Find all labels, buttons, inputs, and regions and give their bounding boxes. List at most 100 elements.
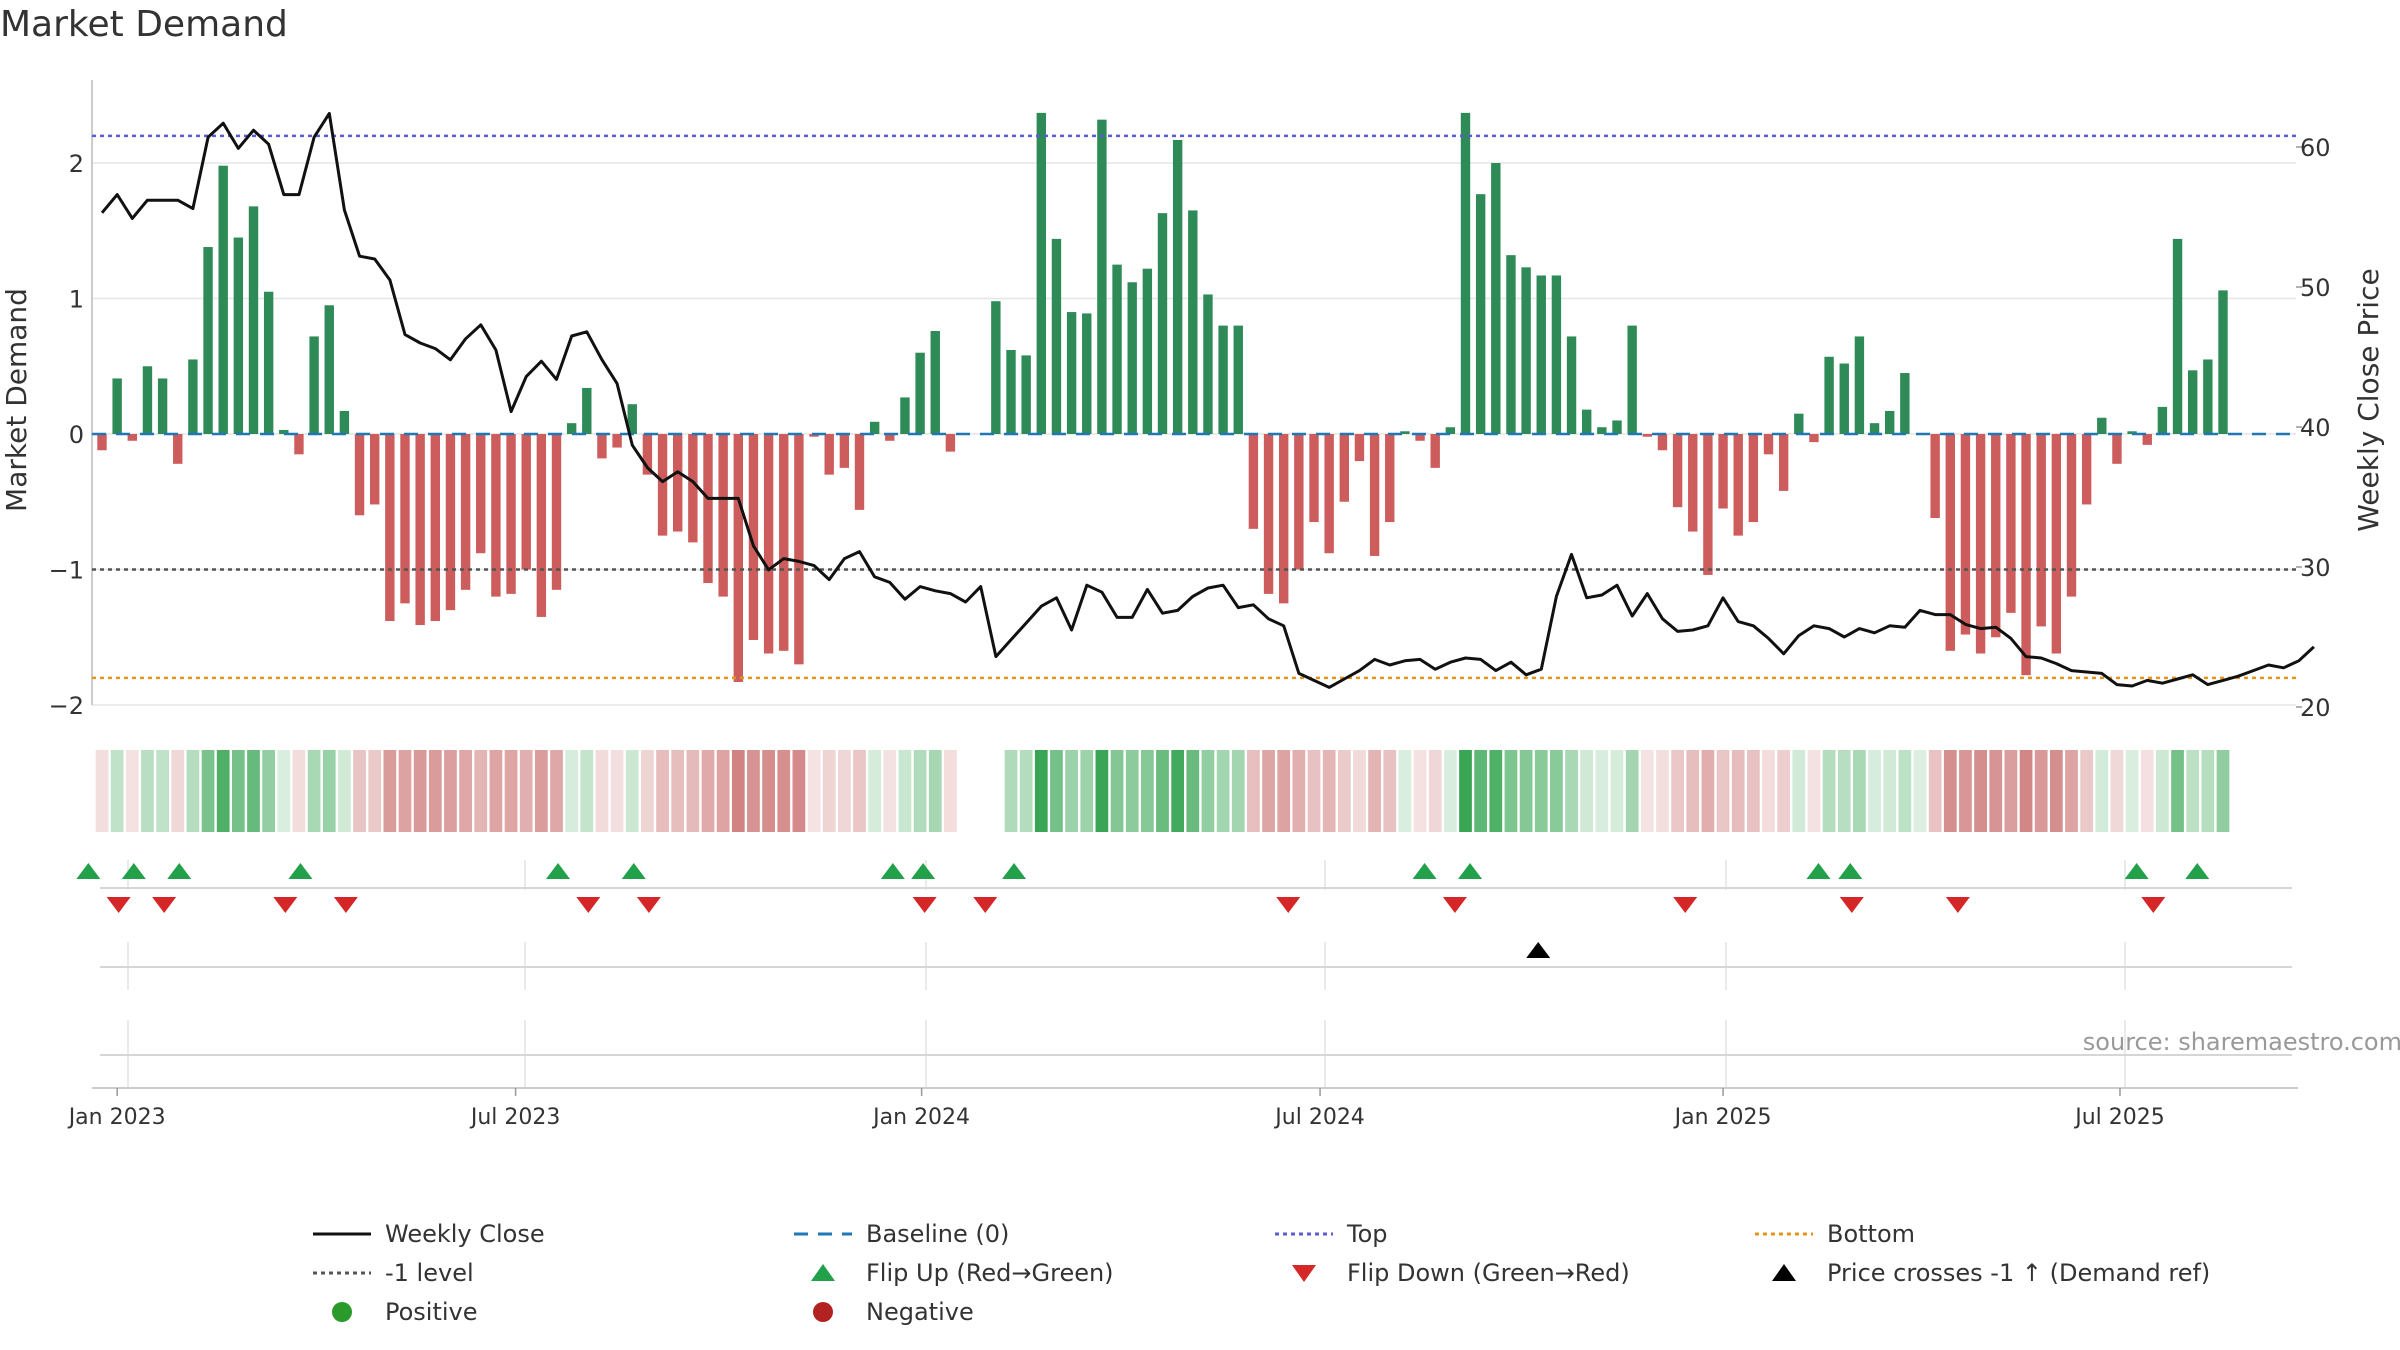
demand-bar <box>142 366 153 434</box>
demand-bar <box>854 434 865 510</box>
legend-label: Negative <box>866 1298 974 1326</box>
flip-down-marker <box>273 897 298 913</box>
demand-bar <box>1536 275 1546 434</box>
heat-cell <box>1625 750 1639 832</box>
heat-cell <box>580 750 594 832</box>
demand-bar <box>1688 434 1698 532</box>
demand-bar <box>1778 434 1789 491</box>
heat-cell <box>1504 750 1518 832</box>
demand-bar <box>445 434 456 611</box>
flip-down-marker <box>1839 897 1864 913</box>
heat-cell <box>1322 750 1336 832</box>
heat-cell <box>1353 750 1366 832</box>
heat-cell <box>2125 750 2139 832</box>
flip-up-marker <box>546 863 571 879</box>
legend-item-minus1-level: -1 level <box>313 1259 474 1287</box>
flip-up-marker <box>288 863 313 879</box>
demand-bar <box>2188 370 2198 434</box>
heat-cell <box>292 750 306 832</box>
heat-cell <box>671 750 685 832</box>
heat-cell <box>747 750 760 832</box>
demand-bar <box>1112 264 1122 434</box>
demand-bar <box>476 434 486 554</box>
heat-cell <box>1413 750 1427 832</box>
demand-bar <box>1703 434 1713 575</box>
source-label: source: sharemaestro.com <box>2083 1028 2400 1056</box>
demand-bar <box>869 421 880 434</box>
demand-bar <box>1021 355 1031 434</box>
demand-bar <box>491 434 501 597</box>
heat-cell <box>1671 750 1684 832</box>
y2-tick-label: 60 <box>2300 134 2331 162</box>
heat-cell <box>1398 750 1412 832</box>
heat-cell <box>322 750 336 832</box>
flip-up-marker <box>880 863 905 879</box>
demand-bar <box>354 434 365 516</box>
demand-bar <box>703 434 713 584</box>
heat-cell <box>1519 750 1533 832</box>
heat-cell <box>2201 750 2215 832</box>
demand-bar <box>2127 431 2137 434</box>
y-tick-label: −1 <box>49 557 84 585</box>
heat-cell <box>1307 750 1321 832</box>
flip-down-marker <box>636 897 661 913</box>
heat-cell <box>1019 750 1033 832</box>
demand-bar <box>370 434 380 505</box>
line-dash-icon <box>794 1222 852 1246</box>
heat-cell <box>1201 750 1215 832</box>
heat-cell <box>2156 750 2169 832</box>
y-tick-label: 0 <box>69 421 84 449</box>
demand-bar <box>2021 434 2031 676</box>
demand-bar <box>809 434 819 437</box>
heat-cell <box>428 750 442 832</box>
heat-cell <box>1762 750 1775 832</box>
demand-bar <box>415 434 425 626</box>
demand-bar <box>173 434 183 464</box>
heat-cell <box>595 750 609 832</box>
demand-bar <box>521 434 531 570</box>
flip-up-marker <box>2185 863 2210 879</box>
dot-red-icon <box>794 1300 852 1324</box>
demand-bar <box>1521 267 1531 434</box>
heat-cell <box>1565 750 1578 832</box>
heat-cell <box>171 750 185 832</box>
heat-cell <box>1731 750 1745 832</box>
heat-cell <box>459 750 472 832</box>
heat-cell <box>822 750 836 832</box>
heat-cell <box>944 750 957 832</box>
heat-cell <box>853 750 866 832</box>
heat-cell <box>550 750 563 832</box>
line-dot-level-icon <box>313 1261 371 1285</box>
demand-bar <box>1809 434 1819 443</box>
x-tick-label: Jul 2024 <box>1273 1105 1365 1130</box>
demand-bar <box>1385 434 1395 523</box>
demand-bar <box>1279 434 1289 604</box>
heat-cell <box>1110 750 1124 832</box>
triangle-up-green-icon <box>794 1261 852 1285</box>
legend-item-positive: Positive <box>313 1298 478 1326</box>
demand-bar <box>112 378 122 434</box>
demand-bar <box>1097 119 1107 434</box>
heat-cell <box>1792 750 1806 832</box>
heat-cell <box>1247 750 1260 832</box>
demand-bar <box>1597 427 1607 434</box>
heat-cell <box>1368 750 1381 832</box>
heat-cell <box>1746 750 1760 832</box>
heat-cell <box>1186 750 1200 832</box>
heat-cell <box>762 750 775 832</box>
demand-bar <box>1248 434 1259 529</box>
demand-bar <box>1400 431 1410 434</box>
demand-bar <box>1975 434 1986 654</box>
triangle-up-black-icon <box>1755 1261 1813 1285</box>
heat-cell <box>2065 750 2078 832</box>
demand-bar <box>263 291 274 434</box>
heat-cell <box>1959 750 1972 832</box>
demand-bar <box>1945 434 1955 651</box>
dot-green-icon <box>313 1300 371 1324</box>
flip-up-marker <box>1806 863 1831 879</box>
demand-bar <box>673 434 683 532</box>
heat-cell <box>534 750 548 832</box>
demand-bar <box>1960 434 1971 635</box>
heat-cell <box>1459 750 1472 832</box>
